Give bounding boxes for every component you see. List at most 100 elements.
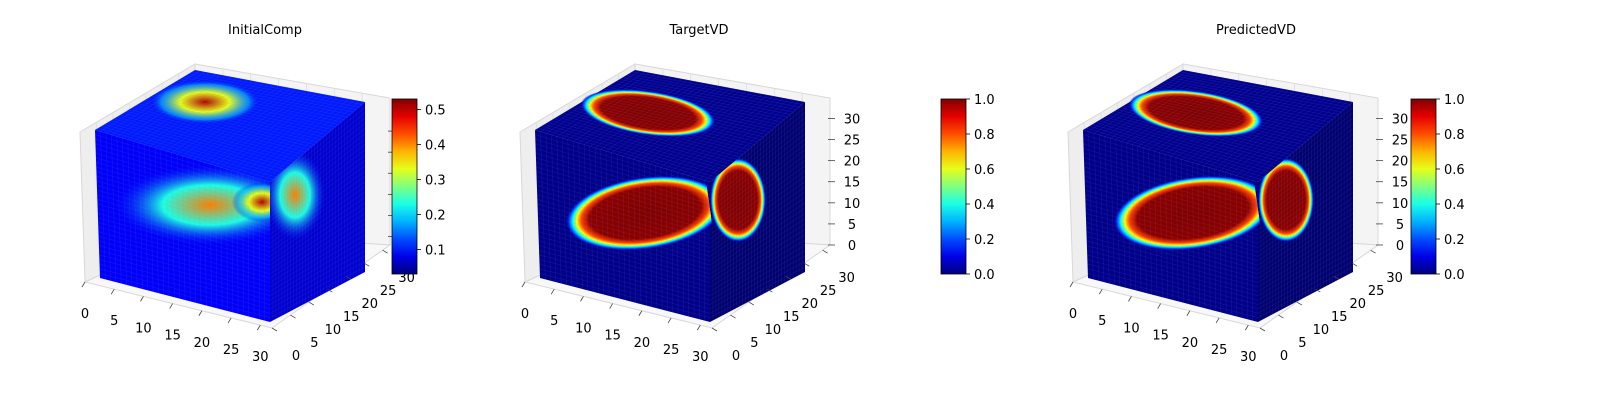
z-tick-label: 25 [1392, 134, 1409, 149]
y-tick [730, 315, 735, 318]
colorbar-tick-label: 0.2 [425, 209, 446, 224]
y-tick-label: 30 [838, 271, 855, 286]
y-tick [749, 302, 754, 305]
z-tick-label: 5 [1396, 218, 1404, 233]
x-tick [522, 282, 525, 287]
colorbar [392, 99, 417, 274]
x-tick [1099, 289, 1102, 294]
z-tick-label: 20 [1392, 155, 1409, 170]
x-tick-label: 20 [1182, 336, 1199, 351]
y-tick [383, 250, 388, 253]
colorbar-tick-label: 0.3 [425, 174, 446, 189]
x-tick-label: 25 [223, 343, 240, 358]
colorbar-tick-label: 0.6 [1444, 163, 1465, 178]
z-tick-label: 20 [844, 155, 861, 170]
y-tick [712, 328, 717, 331]
colorbar-tick-label: 0.6 [974, 163, 995, 178]
x-tick [257, 325, 260, 330]
x-tick [111, 289, 114, 294]
z-tick-label: 30 [1392, 112, 1409, 127]
y-tick-label: 5 [750, 336, 758, 351]
x-tick [1245, 325, 1248, 330]
colorbar-tick-label: 0.5 [425, 104, 446, 119]
colorbar-tick-label: 0.4 [974, 198, 995, 213]
colorbar-tick-label: 1.0 [1444, 93, 1465, 108]
z-tick-label: 25 [844, 134, 861, 149]
z-tick-label: 5 [848, 218, 856, 233]
y-tick [309, 302, 314, 305]
colorbar-tick-label: 0.0 [1444, 268, 1465, 283]
colorbar-tick-label: 0.2 [1444, 233, 1465, 248]
z-tick-label: 15 [844, 176, 861, 191]
y-tick-label: 5 [310, 336, 318, 351]
x-tick [697, 325, 700, 330]
x-tick-label: 0 [81, 307, 89, 322]
x-tick-label: 20 [194, 336, 211, 351]
x-tick [170, 304, 173, 309]
colorbar-tick-label: 0.8 [974, 128, 995, 143]
x-tick [199, 311, 202, 316]
z-tick-label: 15 [1392, 176, 1409, 191]
x-tick [1158, 304, 1161, 309]
x-tick-label: 0 [521, 307, 529, 322]
x-tick [610, 304, 613, 309]
z-tick-label: 30 [844, 112, 861, 127]
y-tick [272, 328, 277, 331]
x-tick-label: 10 [1123, 321, 1140, 336]
x-tick-label: 10 [135, 321, 152, 336]
x-tick-label: 10 [575, 321, 592, 336]
y-tick-label: 5 [1298, 336, 1306, 351]
x-tick-label: 30 [692, 350, 709, 365]
colorbar-tick-label: 0.4 [425, 139, 446, 154]
z-tick-label: 10 [844, 197, 861, 212]
x-tick [1216, 318, 1219, 323]
colorbar-tick-label: 0.0 [974, 268, 995, 283]
y-tick-label: 20 [361, 297, 378, 312]
y-tick-label: 15 [343, 310, 360, 325]
colorbar-tick-label: 0.8 [1444, 128, 1465, 143]
y-tick [1371, 250, 1376, 253]
colorbar [1411, 99, 1436, 274]
y-tick-label: 25 [380, 284, 397, 299]
x-tick [140, 296, 143, 301]
x-tick [639, 311, 642, 316]
subplot-title: InitialComp [228, 23, 302, 38]
y-tick [290, 315, 295, 318]
y-tick-label: 10 [325, 323, 342, 338]
x-tick-label: 15 [164, 329, 181, 344]
y-tick [1260, 328, 1265, 331]
y-tick-label: 10 [1313, 323, 1330, 338]
y-tick-label: 0 [732, 349, 740, 364]
y-tick-label: 0 [292, 349, 300, 364]
z-tick-label: 10 [1392, 197, 1409, 212]
colorbar [941, 99, 966, 274]
x-tick-label: 0 [1069, 307, 1077, 322]
x-tick-label: 30 [252, 350, 269, 365]
x-tick [580, 296, 583, 301]
x-tick-label: 30 [1240, 350, 1257, 365]
x-tick [1187, 311, 1190, 316]
y-tick-label: 15 [783, 310, 800, 325]
x-tick [82, 282, 85, 287]
y-tick [1297, 302, 1302, 305]
x-tick-label: 5 [1098, 314, 1106, 329]
x-tick [1128, 296, 1131, 301]
colorbar-tick-label: 1.0 [974, 93, 995, 108]
x-tick [1070, 282, 1073, 287]
x-tick-label: 25 [1211, 343, 1228, 358]
y-tick-label: 15 [1331, 310, 1348, 325]
colorbar-tick-label: 0.2 [974, 233, 995, 248]
y-tick-label: 20 [801, 297, 818, 312]
x-tick-label: 25 [663, 343, 680, 358]
x-tick-label: 20 [634, 336, 651, 351]
x-tick-label: 15 [604, 329, 621, 344]
y-tick [823, 250, 828, 253]
y-tick-label: 0 [1280, 349, 1288, 364]
x-tick [228, 318, 231, 323]
x-tick-label: 5 [550, 314, 558, 329]
